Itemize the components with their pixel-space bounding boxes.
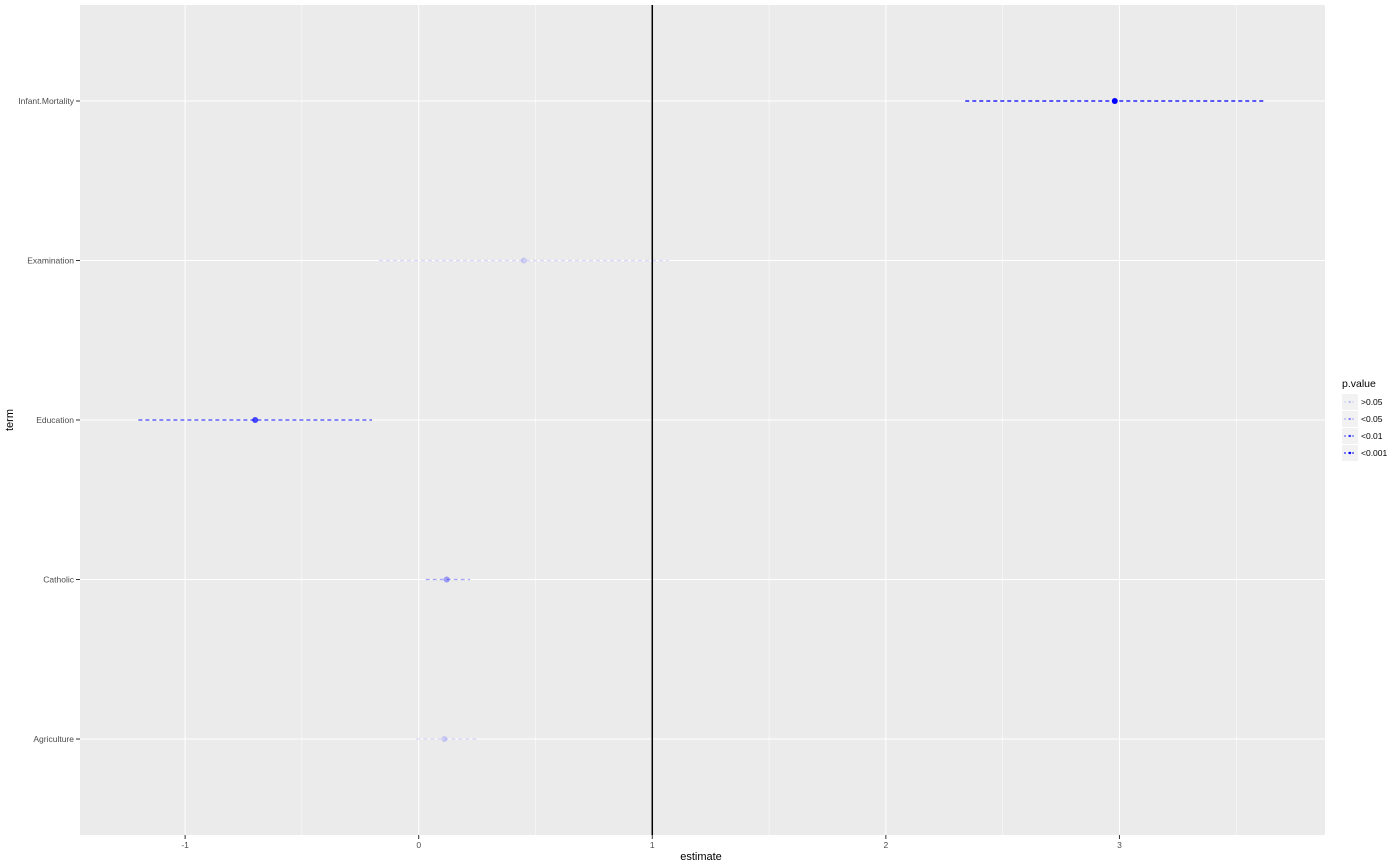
y-tick-label: Catholic: [43, 575, 74, 585]
y-axis-title: term: [4, 409, 16, 431]
y-tick-label: Infant.Mortality: [18, 96, 74, 106]
y-axis: Infant.Mortality Examination Education Cath…: [18, 96, 80, 744]
data-marks: [138, 98, 1265, 742]
x-tick-label: -1: [181, 840, 189, 850]
legend-key-point: [1348, 417, 1352, 421]
y-tick-label: Education: [36, 415, 74, 425]
legend-key-point: [1348, 434, 1352, 438]
x-tick-label: 3: [1117, 840, 1122, 850]
legend: p.value >0.05 <0.05 <0.01 <0.001: [1342, 378, 1388, 461]
x-tick-label: 2: [883, 840, 888, 850]
legend-item-label: <0.01: [1361, 431, 1383, 441]
legend-item-label: <0.001: [1361, 448, 1388, 458]
x-tick-label: 0: [416, 840, 421, 850]
y-tick-label: Agriculture: [33, 734, 74, 744]
y-tick-label: Examination: [27, 256, 74, 266]
point-estimate: [441, 736, 448, 742]
x-axis-title: estimate: [680, 851, 722, 863]
point-estimate: [252, 417, 259, 423]
legend-key-point: [1348, 400, 1352, 404]
legend-item-label: >0.05: [1361, 397, 1383, 407]
point-estimate: [520, 257, 527, 264]
x-axis: -1 0 1 2 3: [181, 835, 1122, 850]
legend-key-point: [1348, 451, 1352, 455]
x-tick-label: 1: [650, 840, 655, 850]
point-estimate: [443, 576, 450, 583]
legend-key-bg: [1342, 394, 1358, 410]
legend-item-label: <0.05: [1361, 414, 1383, 424]
legend-key-bg: [1342, 411, 1358, 427]
legend-title: p.value: [1342, 378, 1376, 390]
point-estimate: [1111, 98, 1118, 104]
